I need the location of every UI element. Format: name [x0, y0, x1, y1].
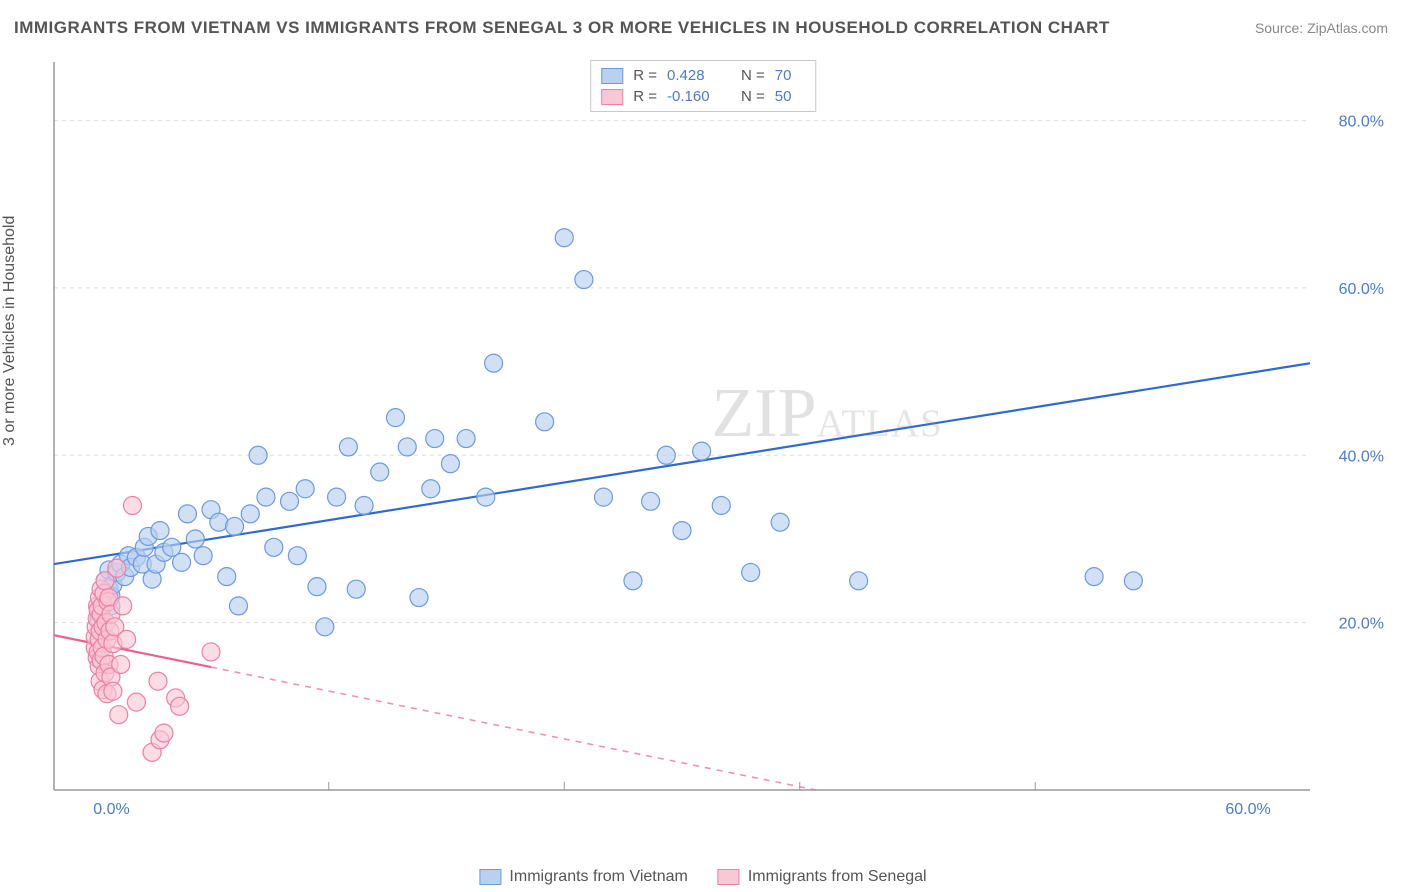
y-axis-label: 3 or more Vehicles in Household: [1, 216, 19, 446]
svg-text:20.0%: 20.0%: [1339, 616, 1384, 633]
svg-text:0.0%: 0.0%: [93, 801, 129, 818]
n-value-senegal: 50: [775, 88, 805, 105]
svg-text:60.0%: 60.0%: [1339, 281, 1384, 298]
svg-text:80.0%: 80.0%: [1339, 114, 1384, 131]
chart-title: IMMIGRANTS FROM VIETNAM VS IMMIGRANTS FR…: [14, 18, 1110, 38]
legend-item-vietnam: Immigrants from Vietnam: [479, 868, 687, 886]
scatter-plot-svg: 20.0% 40.0% 60.0% 80.0% 0.0% 60.0%: [50, 60, 1390, 830]
n-value-vietnam: 70: [775, 67, 805, 84]
n-label: N =: [741, 67, 765, 84]
legend-swatch-icon: [718, 869, 740, 885]
r-label: R =: [633, 88, 657, 105]
legend-label-senegal: Immigrants from Senegal: [748, 868, 927, 886]
svg-text:40.0%: 40.0%: [1339, 448, 1384, 465]
legend-row-vietnam: R = 0.428 N = 70: [601, 65, 805, 86]
correlation-legend: R = 0.428 N = 70 R = -0.160 N = 50: [590, 60, 816, 112]
series-legend: Immigrants from Vietnam Immigrants from …: [479, 868, 926, 886]
legend-swatch-vietnam: [601, 68, 623, 84]
source-text: Source: ZipAtlas.com: [1255, 20, 1388, 36]
legend-row-senegal: R = -0.160 N = 50: [601, 86, 805, 107]
chart-area: 20.0%40.0%60.0%80.0%0.0%60.0% ZIPatlas: [50, 60, 1390, 830]
r-value-senegal: -0.160: [667, 88, 731, 105]
legend-swatch-icon: [479, 869, 501, 885]
legend-item-senegal: Immigrants from Senegal: [718, 868, 927, 886]
r-value-vietnam: 0.428: [667, 67, 731, 84]
r-label: R =: [633, 67, 657, 84]
legend-label-vietnam: Immigrants from Vietnam: [509, 868, 687, 886]
svg-text:60.0%: 60.0%: [1225, 801, 1270, 818]
n-label: N =: [741, 88, 765, 105]
legend-swatch-senegal: [601, 89, 623, 105]
